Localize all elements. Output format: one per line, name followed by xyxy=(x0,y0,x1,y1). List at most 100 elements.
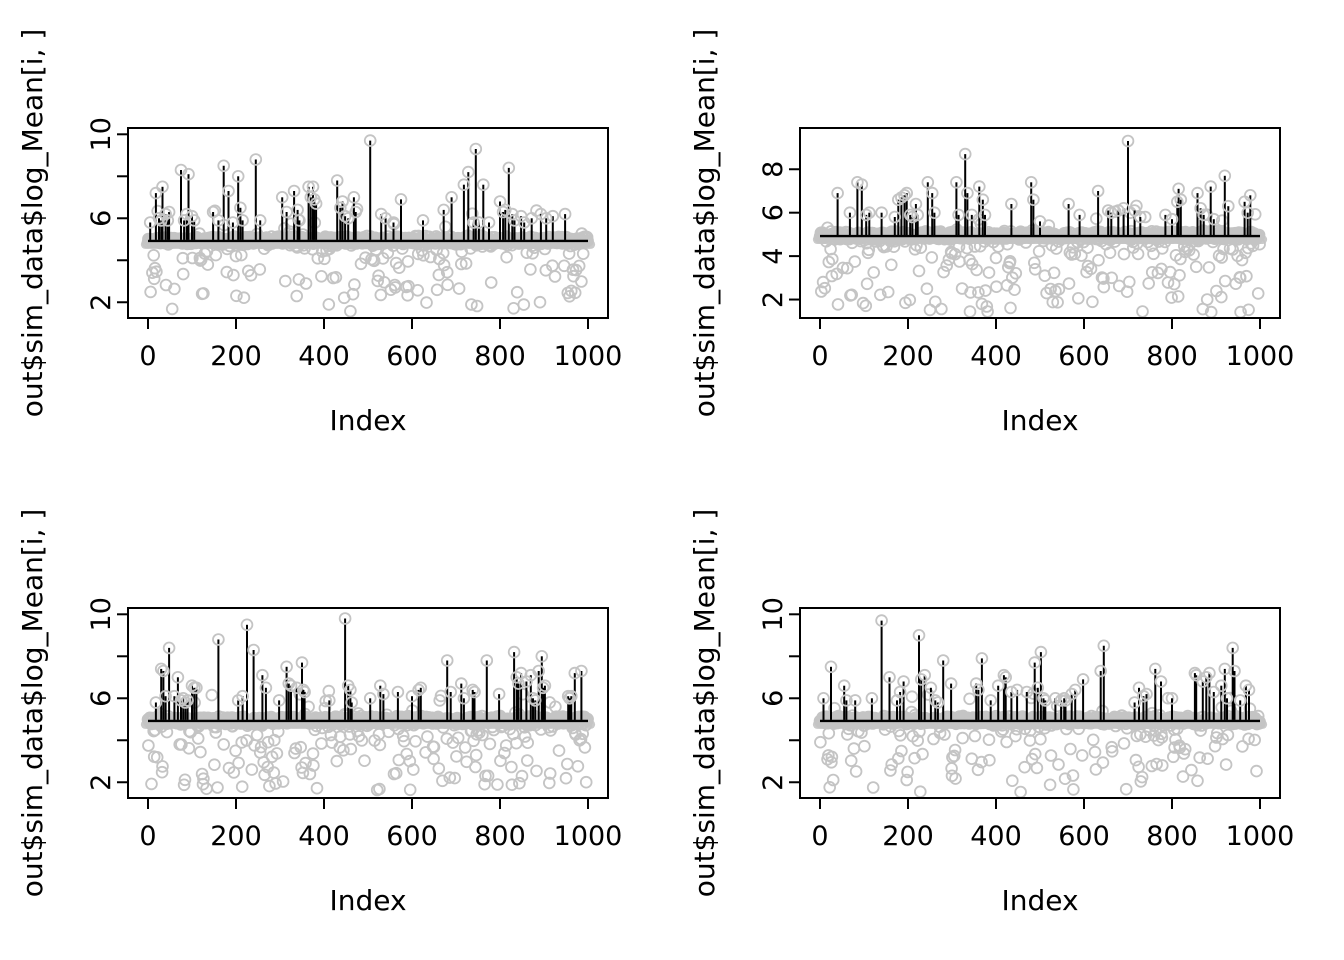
data-point-circle xyxy=(1097,280,1111,294)
data-point-circle xyxy=(389,766,403,780)
data-point-circle xyxy=(432,268,446,282)
x-tick-label: 600 xyxy=(386,821,438,852)
x-tick-label: 1000 xyxy=(554,341,623,372)
data-point-circle xyxy=(451,731,465,745)
data-point-circle xyxy=(1233,271,1247,285)
data-point-circle xyxy=(1105,744,1119,758)
data-point-circle xyxy=(1005,774,1019,788)
data-point-circle xyxy=(1221,728,1235,742)
data-point-circle xyxy=(458,741,472,754)
data-point-circle xyxy=(454,257,468,271)
data-point-circle xyxy=(396,729,410,743)
y-axis-title: out$sim_data$log_Mean[i, ] xyxy=(16,509,49,898)
data-point-circle xyxy=(1043,778,1057,792)
data-point-circle xyxy=(884,764,897,777)
data-point-circle xyxy=(1135,770,1149,784)
x-tick-label: 800 xyxy=(1146,821,1198,852)
data-point-circle xyxy=(578,741,592,754)
y-tick-label: 8 xyxy=(758,161,789,178)
data-point-circle xyxy=(927,732,940,746)
spike-top-circle xyxy=(1005,685,1018,699)
data-point-circle xyxy=(1009,266,1023,280)
data-point-circle xyxy=(560,757,574,771)
data-point-circle xyxy=(1119,782,1133,796)
data-point-circle xyxy=(892,752,905,765)
data-point-circle xyxy=(990,280,1003,294)
spike-top-circle xyxy=(179,696,192,709)
spike-top-circle xyxy=(1031,681,1045,695)
spike-top-circle xyxy=(336,195,349,208)
spike-top-circle xyxy=(347,191,361,204)
data-point-circle xyxy=(1122,275,1136,289)
spike-top-circle xyxy=(936,654,950,667)
data-point-circle xyxy=(459,257,473,270)
data-point-circle xyxy=(895,744,908,758)
data-point-circle xyxy=(1034,732,1047,746)
data-point-circle xyxy=(980,300,994,313)
spike-top-circle xyxy=(159,689,172,703)
spike-top-circle xyxy=(840,694,853,707)
spike-top-circle xyxy=(480,654,494,667)
y-tick-label: 6 xyxy=(758,690,789,707)
data-point-circle xyxy=(211,781,224,794)
data-point-circle xyxy=(1248,733,1261,747)
data-point-circle xyxy=(1067,783,1080,796)
data-point-circle xyxy=(315,269,328,283)
y-tick-label: 2 xyxy=(758,774,789,791)
spike-top-circle xyxy=(168,689,181,703)
spike-top-circle xyxy=(921,176,935,189)
data-point-circle xyxy=(1248,208,1262,221)
spike-top-circle xyxy=(187,214,201,227)
spike-top-circle xyxy=(912,629,926,642)
data-point-circle xyxy=(144,285,157,299)
x-tick-label: 400 xyxy=(970,341,1022,372)
panel-top-right: 0 200 400 600 800 1000 2 4 6 8 Index out$sim_data$l… xyxy=(672,0,1344,480)
data-point-circle xyxy=(1028,262,1042,276)
data-point-circle xyxy=(858,739,871,753)
spike-top-circle xyxy=(149,696,163,709)
spike-top-circle xyxy=(918,668,932,682)
y-tick-label: 6 xyxy=(86,210,117,227)
x-tick-label: 200 xyxy=(882,821,934,852)
data-point-circle xyxy=(981,305,994,318)
data-point-circle xyxy=(1018,760,1031,774)
spike-top-circle xyxy=(272,694,286,707)
spike-top-circle xyxy=(1037,692,1050,705)
data-point-circle xyxy=(409,734,422,748)
x-tick-label: 400 xyxy=(298,821,350,852)
data-point-circle xyxy=(826,252,839,266)
spike-top-circle xyxy=(156,180,169,194)
data-point-circle xyxy=(290,289,304,303)
data-point-circle xyxy=(1030,761,1044,775)
data-point-circle xyxy=(1236,740,1249,753)
data-point-circle xyxy=(1052,758,1065,771)
spike-top-circle xyxy=(1241,206,1254,220)
spike-top-circle xyxy=(817,692,830,705)
spike-top-circle xyxy=(344,683,357,697)
spike-top-circle xyxy=(405,689,419,703)
spike-top-circle xyxy=(190,681,203,695)
spike-top-circle xyxy=(284,679,298,693)
spike-top-circle xyxy=(1204,180,1217,193)
data-point-circle xyxy=(963,305,977,318)
data-point-circle xyxy=(925,251,939,264)
data-point-circle xyxy=(142,739,155,752)
x-tick-label: 400 xyxy=(970,821,1022,852)
spike-top-circle xyxy=(391,685,405,699)
spike-top-circle xyxy=(976,193,990,207)
data-point-circle xyxy=(911,734,925,747)
spike-top-circle xyxy=(444,685,458,699)
data-point-circle xyxy=(230,289,243,303)
data-point-circle xyxy=(1165,291,1178,304)
spike-top-circle xyxy=(972,683,985,697)
spike-top-circle xyxy=(1197,208,1210,222)
spike-top-circles xyxy=(831,134,1257,228)
data-point-circle xyxy=(576,727,589,741)
data-point-circle xyxy=(521,736,534,750)
data-point-circle xyxy=(1189,260,1203,274)
data-point-circle xyxy=(816,275,830,289)
data-point-circle xyxy=(420,296,433,309)
data-point-circle xyxy=(1147,247,1160,261)
y-tick-label: 6 xyxy=(86,690,117,707)
data-point-circle xyxy=(1014,785,1027,799)
